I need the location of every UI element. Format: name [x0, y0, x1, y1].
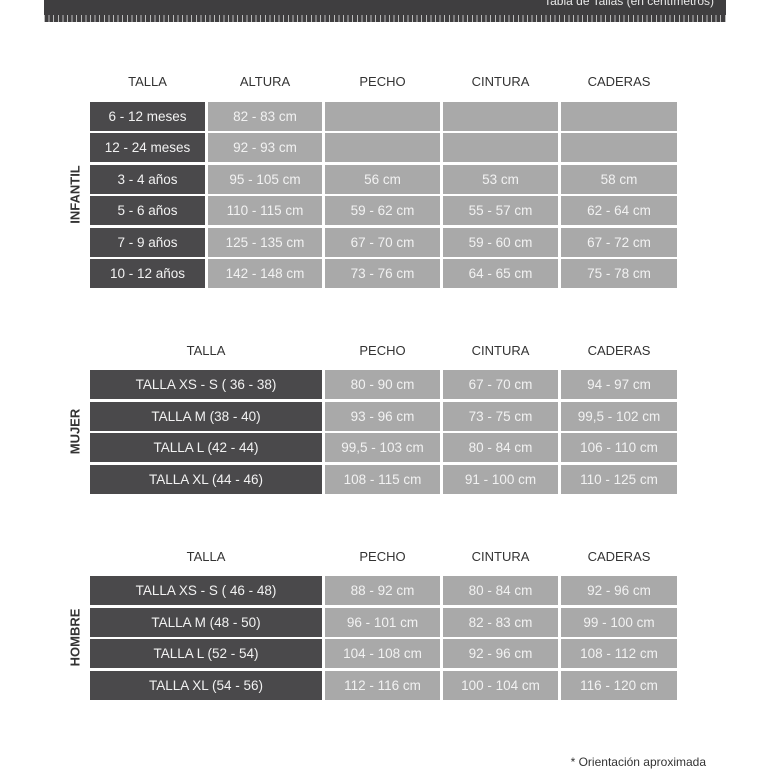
hombre-measure-cell: 92 - 96 cm: [443, 639, 558, 668]
mujer-measure-cell: 94 - 97 cm: [561, 370, 677, 399]
hombre-column-header: CADERAS: [587, 549, 651, 564]
hombre-measure-cell: 96 - 101 cm: [325, 608, 440, 637]
infantil-measure-cell: 59 - 60 cm: [443, 228, 558, 257]
infantil-measure-cell: 82 - 83 cm: [208, 102, 322, 131]
infantil-measure-cell: 73 - 76 cm: [325, 259, 440, 288]
infantil-size-cell: 5 - 6 años: [90, 196, 205, 225]
infantil-size-cell: 7 - 9 años: [90, 228, 205, 257]
infantil-measure-cell: 75 - 78 cm: [561, 259, 677, 288]
infantil-measure-cell: 67 - 70 cm: [325, 228, 440, 257]
hombre-column-header: CINTURA: [471, 549, 530, 564]
mujer-size-cell: TALLA L (42 - 44): [90, 433, 322, 462]
hombre-size-cell: TALLA XL (54 - 56): [90, 671, 322, 700]
footnote: * Orientación aproximada: [570, 755, 706, 769]
infantil-measure-cell: [325, 133, 440, 162]
infantil-measure-cell: 56 cm: [325, 165, 440, 194]
mujer-column-header: CINTURA: [471, 343, 530, 358]
mujer-measure-cell: 110 - 125 cm: [561, 465, 677, 494]
ruler-decoration: [44, 15, 726, 22]
mujer-column-header: PECHO: [359, 343, 406, 358]
mujer-measure-cell: 80 - 84 cm: [443, 433, 558, 462]
infantil-measure-cell: 142 - 148 cm: [208, 259, 322, 288]
hombre-measure-cell: 92 - 96 cm: [561, 576, 677, 605]
hombre-measure-cell: 108 - 112 cm: [561, 639, 677, 668]
infantil-measure-cell: [561, 102, 677, 131]
infantil-measure-cell: [443, 102, 558, 131]
mujer-size-cell: TALLA M (38 - 40): [90, 402, 322, 431]
infantil-measure-cell: 92 - 93 cm: [208, 133, 322, 162]
hombre-measure-cell: 100 - 104 cm: [443, 671, 558, 700]
mujer-size-cell: TALLA XS - S ( 36 - 38): [90, 370, 322, 399]
infantil-measure-cell: 53 cm: [443, 165, 558, 194]
hombre-size-cell: TALLA XS - S ( 46 - 48): [90, 576, 322, 605]
header-bar: Tabla de Tallas (en centímetros): [44, 0, 726, 22]
infantil-measure-cell: [443, 133, 558, 162]
infantil-measure-cell: 58 cm: [561, 165, 677, 194]
mujer-measure-cell: 106 - 110 cm: [561, 433, 677, 462]
hombre-column-header: TALLA: [186, 549, 226, 564]
hombre-measure-cell: 80 - 84 cm: [443, 576, 558, 605]
infantil-column-header: TALLA: [128, 74, 167, 89]
mujer-measure-cell: 80 - 90 cm: [325, 370, 440, 399]
hombre-measure-cell: 82 - 83 cm: [443, 608, 558, 637]
infantil-measure-cell: 59 - 62 cm: [325, 196, 440, 225]
infantil-measure-cell: 125 - 135 cm: [208, 228, 322, 257]
infantil-size-cell: 6 - 12 meses: [90, 102, 205, 131]
hombre-measure-cell: 88 - 92 cm: [325, 576, 440, 605]
infantil-size-cell: 12 - 24 meses: [90, 133, 205, 162]
hombre-measure-cell: 116 - 120 cm: [561, 671, 677, 700]
infantil-section-label: INFANTIL: [67, 165, 83, 224]
infantil-measure-cell: 62 - 64 cm: [561, 196, 677, 225]
mujer-size-cell: TALLA XL (44 - 46): [90, 465, 322, 494]
infantil-size-cell: 10 - 12 años: [90, 259, 205, 288]
mujer-measure-cell: 93 - 96 cm: [325, 402, 440, 431]
mujer-measure-cell: 108 - 115 cm: [325, 465, 440, 494]
mujer-column-header: TALLA: [186, 343, 226, 358]
mujer-measure-cell: 99,5 - 102 cm: [561, 402, 677, 431]
hombre-section-label: HOMBRE: [67, 608, 83, 667]
infantil-measure-cell: 64 - 65 cm: [443, 259, 558, 288]
infantil-column-header: PECHO: [359, 74, 406, 89]
header-title: Tabla de Tallas (en centímetros): [544, 0, 714, 8]
mujer-measure-cell: 91 - 100 cm: [443, 465, 558, 494]
mujer-section-label: MUJER: [67, 408, 83, 455]
infantil-measure-cell: [561, 133, 677, 162]
hombre-size-cell: TALLA L (52 - 54): [90, 639, 322, 668]
infantil-measure-cell: 67 - 72 cm: [561, 228, 677, 257]
mujer-measure-cell: 67 - 70 cm: [443, 370, 558, 399]
mujer-measure-cell: 99,5 - 103 cm: [325, 433, 440, 462]
infantil-column-header: CINTURA: [471, 74, 530, 89]
hombre-measure-cell: 104 - 108 cm: [325, 639, 440, 668]
hombre-column-header: PECHO: [359, 549, 406, 564]
infantil-measure-cell: [325, 102, 440, 131]
infantil-size-cell: 3 - 4 años: [90, 165, 205, 194]
infantil-measure-cell: 95 - 105 cm: [208, 165, 322, 194]
hombre-measure-cell: 99 - 100 cm: [561, 608, 677, 637]
infantil-column-header: CADERAS: [587, 74, 651, 89]
mujer-measure-cell: 73 - 75 cm: [443, 402, 558, 431]
infantil-measure-cell: 55 - 57 cm: [443, 196, 558, 225]
mujer-column-header: CADERAS: [587, 343, 651, 358]
hombre-measure-cell: 112 - 116 cm: [325, 671, 440, 700]
infantil-measure-cell: 110 - 115 cm: [208, 196, 322, 225]
hombre-size-cell: TALLA M (48 - 50): [90, 608, 322, 637]
infantil-column-header: ALTURA: [239, 74, 291, 89]
